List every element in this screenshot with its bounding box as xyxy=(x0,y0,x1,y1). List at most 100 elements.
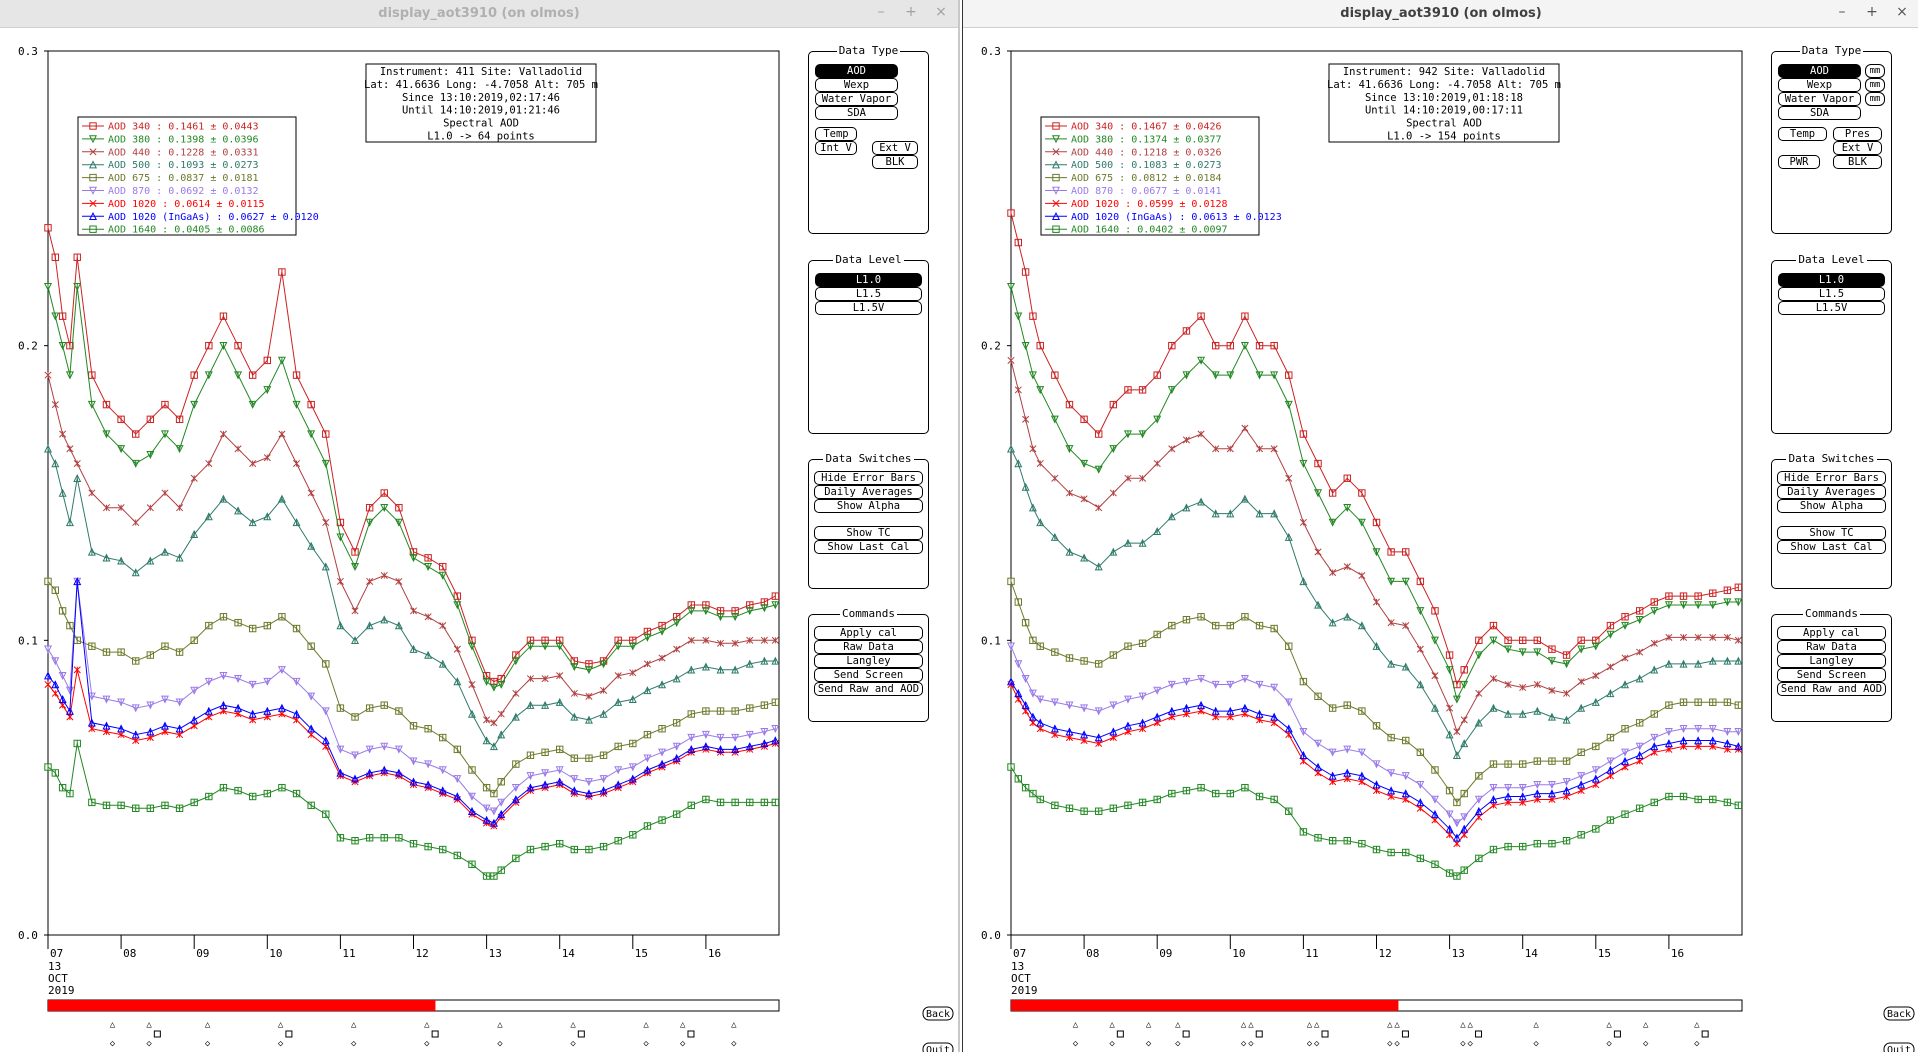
data-point xyxy=(1138,798,1147,807)
data-type-int-v-button[interactable]: Int V xyxy=(815,141,857,155)
show-tc-button[interactable]: Show TC xyxy=(814,526,923,540)
data-point xyxy=(321,736,330,745)
data-point xyxy=(1489,675,1498,683)
langley-button[interactable]: Langley xyxy=(814,654,923,668)
data-point xyxy=(248,371,257,379)
data-point xyxy=(1123,721,1132,730)
maximize-icon[interactable]: + xyxy=(905,4,917,20)
data-level-l1-5-button[interactable]: L1.5 xyxy=(815,287,922,301)
send-screen-button[interactable]: Send Screen xyxy=(814,668,923,682)
series-aod-440 xyxy=(44,371,779,727)
series-line xyxy=(47,227,776,683)
send-raw-and-aod-button[interactable]: Send Raw and AOD xyxy=(1777,682,1886,696)
apply-cal-button[interactable]: Apply cal xyxy=(814,626,923,640)
data-point xyxy=(117,801,125,810)
maximize-icon[interactable]: + xyxy=(1866,4,1878,20)
quit-button[interactable]: Quit xyxy=(1883,1042,1915,1052)
raw-data-button[interactable]: Raw Data xyxy=(1777,640,1886,654)
show-last-cal-button[interactable]: Show Last Cal xyxy=(1777,540,1886,554)
data-point xyxy=(1123,695,1132,704)
hide-error-bars-button[interactable]: Hide Error Bars xyxy=(814,471,923,485)
data-point xyxy=(1650,710,1658,718)
data-point xyxy=(1014,689,1023,698)
data-point xyxy=(482,804,491,813)
triangle-marker-icon: △ xyxy=(731,1020,737,1030)
show-tc-button[interactable]: Show TC xyxy=(1777,526,1886,540)
data-point xyxy=(482,736,491,745)
data-point xyxy=(716,798,725,807)
data-point xyxy=(1387,659,1396,668)
data-point xyxy=(1167,386,1176,395)
data-point xyxy=(205,341,213,350)
show-alpha-button[interactable]: Show Alpha xyxy=(814,499,923,513)
data-point xyxy=(1665,745,1673,753)
data-type-pwr-button[interactable]: PWR xyxy=(1778,155,1820,169)
data-point xyxy=(1562,778,1571,787)
data-type-blk-button[interactable]: BLK xyxy=(872,155,918,169)
data-point xyxy=(307,642,315,650)
data-point xyxy=(146,701,155,710)
close-icon[interactable]: × xyxy=(1896,4,1908,20)
data-level-l1-0-button[interactable]: L1.0 xyxy=(815,273,922,287)
series-aod-500 xyxy=(43,444,780,751)
unit-mm-button[interactable]: mm xyxy=(1865,64,1885,78)
hide-error-bars-button[interactable]: Hide Error Bars xyxy=(1777,471,1886,485)
data-point xyxy=(614,780,623,789)
data-point xyxy=(614,837,622,845)
data-point xyxy=(599,660,608,669)
raw-data-button[interactable]: Raw Data xyxy=(814,640,923,654)
data-type-blk-button[interactable]: BLK xyxy=(1833,155,1882,169)
data-point xyxy=(1124,642,1132,650)
unit-mm-button[interactable]: mm xyxy=(1865,92,1885,106)
data-point xyxy=(570,712,579,721)
data-level-l1-5v-button[interactable]: L1.5V xyxy=(1778,301,1885,315)
daily-averages-button[interactable]: Daily Averages xyxy=(1777,485,1886,499)
data-type-aod-button[interactable]: AOD xyxy=(815,64,898,78)
data-type-sda-button[interactable]: SDA xyxy=(815,106,898,120)
data-type-pres-button[interactable]: Pres xyxy=(1833,127,1882,141)
data-level-l1-5-button[interactable]: L1.5 xyxy=(1778,287,1885,301)
data-point xyxy=(1285,371,1293,379)
data-type-sda-button[interactable]: SDA xyxy=(1778,106,1861,120)
data-type-temp-button[interactable]: Temp xyxy=(1778,127,1827,141)
data-point xyxy=(1314,548,1322,556)
send-raw-and-aod-button[interactable]: Send Raw and AOD xyxy=(814,682,923,696)
data-point xyxy=(1138,718,1147,727)
langley-button[interactable]: Langley xyxy=(1777,654,1886,668)
data-type-water-vapor-button[interactable]: Water Vapor xyxy=(815,92,898,106)
show-alpha-button[interactable]: Show Alpha xyxy=(1777,499,1886,513)
back-button[interactable]: Back xyxy=(1883,1006,1915,1021)
data-type-ext-v-button[interactable]: Ext V xyxy=(872,141,918,155)
minimize-icon[interactable]: – xyxy=(1838,4,1846,20)
quit-button[interactable]: Quit xyxy=(922,1042,954,1052)
data-point xyxy=(760,701,769,709)
back-button[interactable]: Back xyxy=(922,1006,954,1021)
data-point xyxy=(351,636,360,645)
apply-cal-button[interactable]: Apply cal xyxy=(1777,626,1886,640)
data-point xyxy=(1474,795,1483,804)
data-point xyxy=(599,842,608,851)
data-point xyxy=(687,607,696,616)
data-point xyxy=(701,730,710,739)
data-point xyxy=(117,504,125,512)
data-type-wexp-button[interactable]: Wexp xyxy=(1778,78,1861,92)
data-point xyxy=(1372,722,1381,730)
data-type-ext-v-button[interactable]: Ext V xyxy=(1833,141,1882,155)
data-point xyxy=(1734,598,1743,607)
unit-mm-button[interactable]: mm xyxy=(1865,78,1885,92)
data-point xyxy=(1592,825,1600,833)
data-type-water-vapor-button[interactable]: Water Vapor xyxy=(1778,92,1861,106)
daily-averages-button[interactable]: Daily Averages xyxy=(814,485,923,499)
data-level-l1-0-button[interactable]: L1.0 xyxy=(1778,273,1885,287)
send-screen-button[interactable]: Send Screen xyxy=(1777,668,1886,682)
minimize-icon[interactable]: – xyxy=(877,4,885,20)
close-icon[interactable]: × xyxy=(935,4,947,20)
data-level-l1-5v-button[interactable]: L1.5V xyxy=(815,301,922,315)
data-point xyxy=(468,766,476,774)
data-point xyxy=(1014,598,1023,606)
data-type-aod-button[interactable]: AOD xyxy=(1778,64,1861,78)
data-type-temp-button[interactable]: Temp xyxy=(815,127,857,141)
data-type-wexp-button[interactable]: Wexp xyxy=(815,78,898,92)
show-last-cal-button[interactable]: Show Last Cal xyxy=(814,540,923,554)
